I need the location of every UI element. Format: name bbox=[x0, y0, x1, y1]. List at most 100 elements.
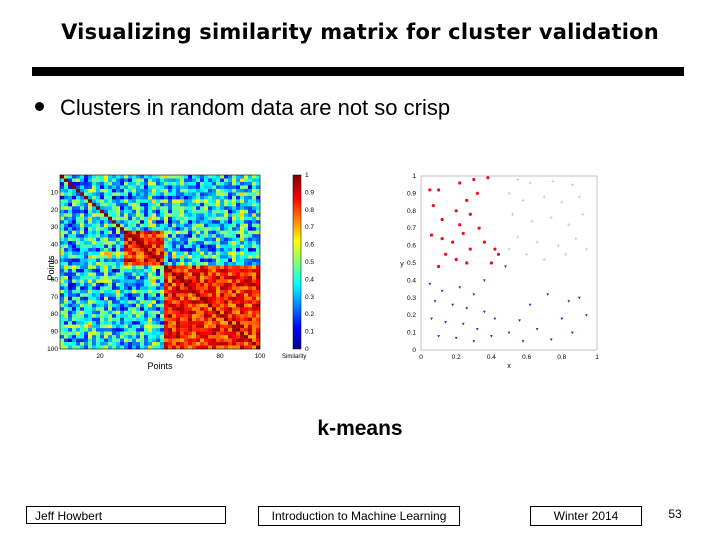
heatmap-cell bbox=[188, 289, 193, 294]
heatmap-cell bbox=[68, 209, 73, 214]
heatmap-cell bbox=[180, 286, 185, 291]
scatter-point-series-3 bbox=[493, 317, 497, 321]
heatmap-cell bbox=[108, 338, 113, 343]
heatmap-cell bbox=[92, 192, 97, 197]
heatmap-cell bbox=[140, 227, 145, 231]
heatmap-cell bbox=[204, 272, 209, 277]
heatmap-cell bbox=[152, 241, 157, 245]
heatmap-cell bbox=[256, 300, 261, 304]
heatmap-cell bbox=[204, 188, 209, 193]
heatmap-cell bbox=[96, 289, 101, 294]
heatmap-cell bbox=[252, 331, 257, 336]
heatmap-cell bbox=[224, 262, 229, 266]
heatmap-cell bbox=[148, 185, 153, 190]
heatmap-cell bbox=[208, 321, 213, 325]
heatmap-cell bbox=[120, 293, 125, 297]
heatmap-cell bbox=[100, 300, 105, 304]
heatmap-cell bbox=[60, 328, 65, 332]
heatmap-cell bbox=[184, 234, 189, 238]
heatmap-cell bbox=[216, 272, 221, 277]
heatmap-cell bbox=[80, 206, 85, 210]
heatmap-cell bbox=[168, 331, 173, 336]
heatmap-cell bbox=[152, 227, 157, 231]
heatmap-cell bbox=[156, 216, 161, 221]
heatmap-cell bbox=[248, 192, 253, 197]
heatmap-cell bbox=[72, 185, 77, 190]
heatmap-cell bbox=[196, 342, 201, 346]
heatmap-cell bbox=[124, 199, 129, 204]
heatmap-cell bbox=[244, 300, 249, 304]
heatmap-cell bbox=[196, 248, 201, 252]
heatmap-cell bbox=[176, 216, 181, 221]
heatmap-cell bbox=[80, 342, 85, 346]
heatmap-cell bbox=[120, 223, 125, 228]
heatmap-cell bbox=[224, 178, 229, 183]
heatmap-cell bbox=[132, 234, 137, 238]
heatmap-cell bbox=[220, 307, 225, 311]
heatmap-cell bbox=[240, 185, 245, 190]
heatmap-cell bbox=[192, 293, 197, 297]
heatmap-cell bbox=[208, 289, 213, 294]
heatmap-cell bbox=[216, 234, 221, 238]
heatmap-cell bbox=[188, 328, 193, 332]
heatmap-cell bbox=[72, 282, 77, 287]
heatmap-cell bbox=[164, 328, 169, 332]
heatmap-cell bbox=[244, 220, 249, 224]
heatmap-cell bbox=[76, 178, 81, 183]
heatmap-cell bbox=[192, 255, 197, 259]
heatmap-cell bbox=[148, 199, 153, 204]
heatmap-cell bbox=[152, 335, 157, 339]
heatmap-cell bbox=[252, 307, 257, 311]
heatmap-cell bbox=[76, 282, 81, 287]
heatmap-cell bbox=[204, 251, 209, 256]
heatmap-cell bbox=[96, 181, 101, 186]
heatmap-cell bbox=[136, 286, 141, 291]
heatmap-cell bbox=[100, 220, 105, 224]
heatmap-cell bbox=[136, 275, 141, 280]
heatmap-cell bbox=[232, 202, 237, 207]
heatmap-cell bbox=[112, 227, 117, 231]
heatmap-cell bbox=[236, 324, 241, 329]
heatmap-cell bbox=[68, 272, 73, 277]
heatmap-cell bbox=[216, 262, 221, 266]
heatmap-cell bbox=[172, 307, 177, 311]
heatmap-cell bbox=[212, 209, 217, 214]
heatmap-cell bbox=[140, 317, 145, 322]
heatmap-cell bbox=[172, 234, 177, 238]
heatmap-cell bbox=[248, 220, 253, 224]
heatmap-cell bbox=[232, 324, 237, 329]
heatmap-cell bbox=[144, 241, 149, 245]
heatmap-cell bbox=[160, 202, 165, 207]
heatmap-cell bbox=[236, 220, 241, 224]
heatmap-cell bbox=[80, 244, 85, 249]
heatmap-cell bbox=[216, 282, 221, 287]
heatmap-cell bbox=[216, 268, 221, 273]
heatmap-cell bbox=[108, 265, 113, 270]
heatmap-cell bbox=[140, 300, 145, 304]
heatmap-cell bbox=[104, 296, 109, 301]
heatmap-cell bbox=[200, 234, 205, 238]
heatmap-cell bbox=[144, 293, 149, 297]
heatmap-cell bbox=[124, 338, 129, 343]
heatmap-cell bbox=[176, 181, 181, 186]
heatmap-cell bbox=[176, 345, 181, 350]
heatmap-cell bbox=[116, 296, 121, 301]
heatmap-cell bbox=[196, 199, 201, 204]
heatmap-cell bbox=[144, 216, 149, 221]
footer-term: Winter 2014 bbox=[530, 506, 642, 526]
heatmap-cell bbox=[256, 293, 261, 297]
heatmap-cell bbox=[60, 202, 65, 207]
heatmap-cell bbox=[104, 195, 109, 200]
heatmap-cell bbox=[240, 286, 245, 291]
heatmap-cell bbox=[212, 255, 217, 259]
heatmap-cell bbox=[80, 282, 85, 287]
scatter-y-tick-label: 1 bbox=[412, 173, 416, 180]
heatmap-cell bbox=[128, 300, 133, 304]
heatmap-cell bbox=[108, 335, 113, 339]
heatmap-cell bbox=[252, 255, 257, 259]
heatmap-cell bbox=[248, 282, 253, 287]
heatmap-cell bbox=[244, 328, 249, 332]
heatmap-cell bbox=[84, 175, 89, 179]
heatmap-cell bbox=[176, 289, 181, 294]
scatter-point-series-3 bbox=[585, 314, 588, 317]
